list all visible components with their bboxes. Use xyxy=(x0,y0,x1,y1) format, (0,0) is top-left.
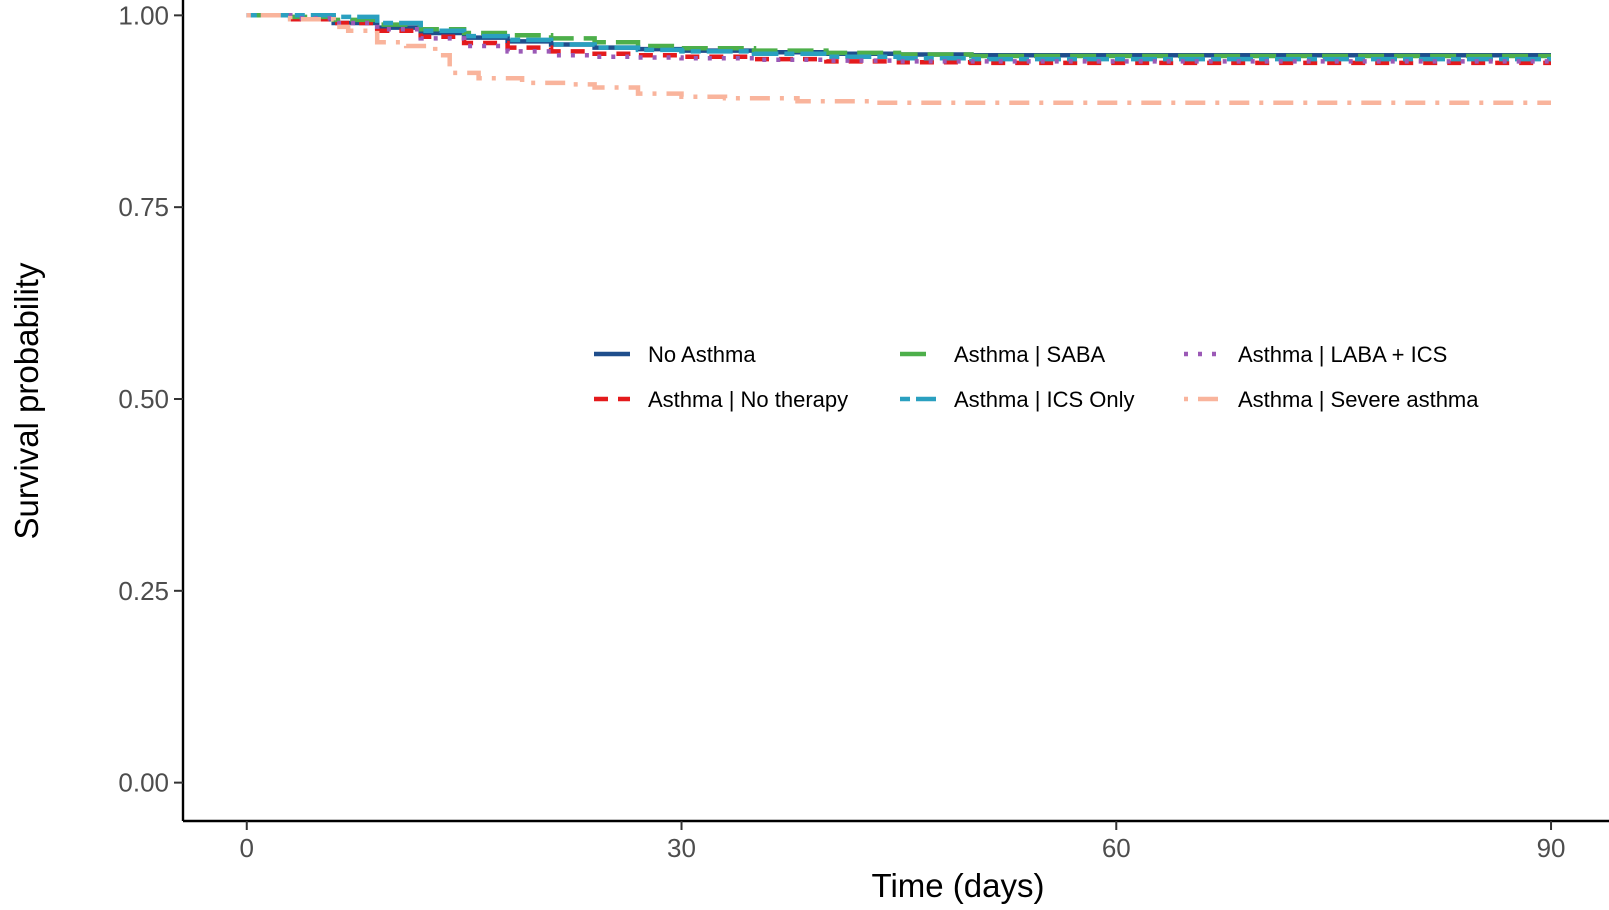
x-ticks: 0 30 60 90 xyxy=(240,821,1566,863)
legend-label: Asthma | ICS Only xyxy=(954,387,1135,412)
y-axis-title: Survival probability xyxy=(8,262,45,539)
y-tick-label: 0.50 xyxy=(118,384,169,414)
y-tick-label: 0.75 xyxy=(118,192,169,222)
y-tick-label: 0.25 xyxy=(118,576,169,606)
series-layer xyxy=(246,13,1551,106)
series-line xyxy=(246,13,1551,62)
x-tick-label: 60 xyxy=(1102,833,1131,863)
y-tick-label: 0.00 xyxy=(118,768,169,798)
legend-label: Asthma | LABA + ICS xyxy=(1238,342,1447,367)
y-tick-label: 1.00 xyxy=(118,0,169,30)
legend: No Asthma Asthma | No therapy Asthma | SAB… xyxy=(594,342,1479,412)
x-tick-label: 90 xyxy=(1537,833,1566,863)
legend-label: No Asthma xyxy=(648,342,756,367)
series-line xyxy=(246,13,1551,66)
x-axis-title: Time (days) xyxy=(872,867,1045,904)
legend-label: Asthma | SABA xyxy=(954,342,1106,367)
legend-label: Asthma | No therapy xyxy=(648,387,848,412)
x-tick-label: 0 xyxy=(240,833,254,863)
x-tick-label: 30 xyxy=(667,833,696,863)
series-line xyxy=(246,13,1551,106)
y-ticks: 0.00 0.25 0.50 0.75 1.00 xyxy=(118,0,183,798)
series-line xyxy=(246,13,1551,59)
legend-label: Asthma | Severe asthma xyxy=(1238,387,1479,412)
